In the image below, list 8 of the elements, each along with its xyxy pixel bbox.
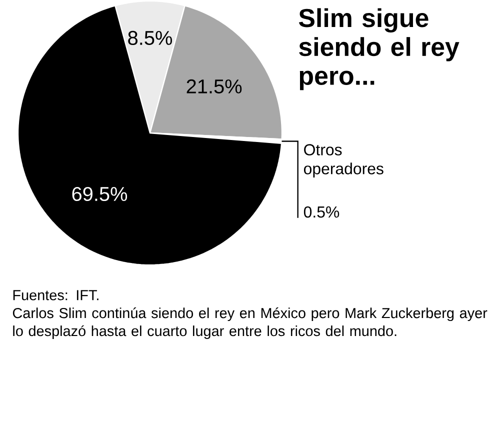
data-label: 21.5% [186, 79, 242, 94]
source-note: Fuentes: IFT. [13, 290, 98, 300]
data-label: 69.5% [72, 186, 128, 202]
data-label: 8.5% [128, 30, 172, 45]
data-label: 0.5% [304, 206, 340, 218]
slice-label: Otros operadores [304, 144, 384, 178]
text: Slim sigue siendo el rey pero... [298, 8, 460, 90]
text: Carlos Slim continúa siendo el rey en México pero Mark Zuckerberg ayer lo desplazó hasta el cuarto lugar entre los ricos del mundo. [12, 307, 488, 339]
